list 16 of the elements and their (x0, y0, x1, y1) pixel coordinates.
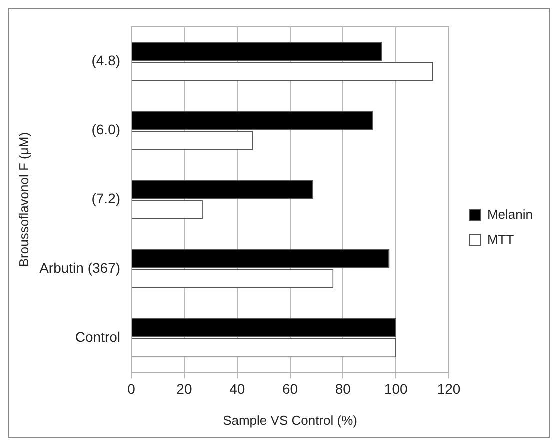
y-tick-label: Arbutin (367) (40, 260, 121, 276)
y-axis-title: Broussoflavonol F (μM) (16, 132, 32, 268)
x-tick-label: 0 (128, 380, 136, 397)
x-axis-title: Sample VS Control (%) (223, 412, 358, 428)
x-tick-label: 100 (384, 380, 408, 397)
y-tick-label: (6.0) (92, 122, 121, 138)
x-tick-label: 20 (176, 380, 192, 397)
text: MTT (487, 232, 514, 247)
x-tick-label: 120 (437, 380, 461, 397)
x-tick-label: 80 (335, 380, 352, 397)
legend-label: Melanin (487, 207, 533, 222)
x-tick-label: 40 (230, 380, 246, 397)
x-tick-label: 60 (282, 380, 298, 397)
y-tick-label: Control (75, 328, 121, 345)
y-tick-label: (7.2) (92, 190, 121, 207)
y-tick-label: (4.8) (92, 52, 121, 68)
